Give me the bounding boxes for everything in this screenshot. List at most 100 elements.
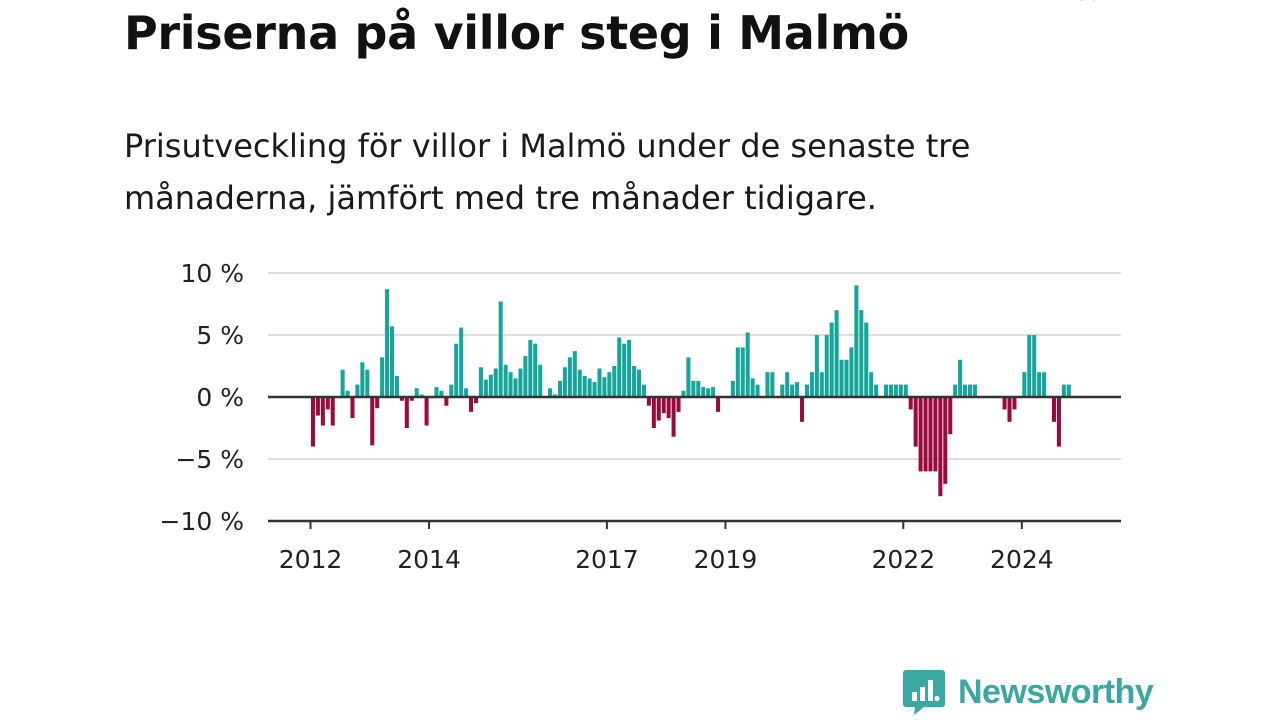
bar [943,397,948,484]
bar [498,301,503,397]
bar [464,388,469,397]
bar [735,347,740,397]
bar [804,384,809,397]
gridlines [268,272,1121,460]
bar [1051,397,1056,422]
bar [814,335,819,397]
bar [1032,335,1037,397]
bar [883,384,889,397]
bar [834,310,839,397]
bar [948,397,953,435]
bar [350,397,355,419]
bar [691,380,696,397]
bar [577,369,582,397]
bar [893,384,898,397]
bar [1037,372,1042,397]
bar [523,356,528,397]
bar [399,397,404,401]
bar [780,384,785,397]
bar [454,343,459,397]
bar [636,369,642,397]
bar [538,364,543,397]
bar [1056,397,1061,447]
bar [1042,372,1047,397]
axes [268,395,1121,529]
bar [503,364,508,397]
bar [765,372,770,397]
bar [854,285,859,397]
bar [469,397,474,412]
bar [809,372,814,397]
bar [1066,384,1071,397]
brand-name: Newsworthy [958,672,1154,711]
labels: 10 % 5 % 0 % −5 % −10 % 2012 2014 2017 2019 2022 2… [160,0,1099,574]
bar [612,366,617,397]
bar [661,397,666,414]
bar [567,357,572,397]
bar [444,397,449,406]
bar [864,322,869,397]
bar [859,310,864,397]
x-tick-label: 2017 [575,545,639,574]
bar [681,390,686,397]
bar [903,384,908,397]
bar [953,384,958,397]
bar [671,397,676,437]
bar [493,368,498,397]
bar [370,397,375,446]
bar [716,397,721,412]
bar [819,372,824,397]
brand-logo: Newsworthy [902,668,1154,716]
bar [597,368,602,397]
bar [557,380,562,397]
bar [745,332,750,397]
bar [711,387,716,397]
bar [459,327,464,397]
bar [315,397,320,416]
bar [345,390,350,397]
bar [385,289,390,397]
bar [325,397,330,410]
bar [449,384,454,397]
bar [755,384,760,397]
bar [627,339,632,397]
bar [933,397,938,472]
bar [706,388,711,397]
x-tick-label: 2022 [871,545,935,574]
bar [518,368,523,397]
bar [849,347,854,397]
bars [310,285,1071,497]
bar [874,384,879,397]
bar [592,382,597,397]
bar [483,379,488,397]
chart-title: Priserna på villor steg i Malmö [124,6,909,60]
bar [562,367,567,397]
bar [488,374,493,397]
y-tick-label: 5 % [196,321,244,350]
bar [409,397,414,401]
bar [439,390,444,397]
bar [923,397,928,472]
y-tick-label: −10 % [160,507,244,536]
bar [913,397,918,447]
bar [404,397,409,428]
bar [360,362,365,397]
bar [1027,335,1032,397]
bar [533,343,538,397]
bar [389,326,395,397]
bar [967,384,973,397]
bar [582,375,587,397]
bar [790,384,795,397]
bar [656,397,661,421]
bar [587,378,592,397]
bar [632,366,637,397]
bar [651,397,656,428]
chart-subtitle: Prisutveckling för villor i Malmö under … [124,127,971,217]
bar [617,337,622,397]
bar [572,351,577,397]
bar [320,397,325,426]
bar [375,397,380,409]
bar [641,384,646,397]
bar [548,388,553,397]
bar [434,387,439,397]
